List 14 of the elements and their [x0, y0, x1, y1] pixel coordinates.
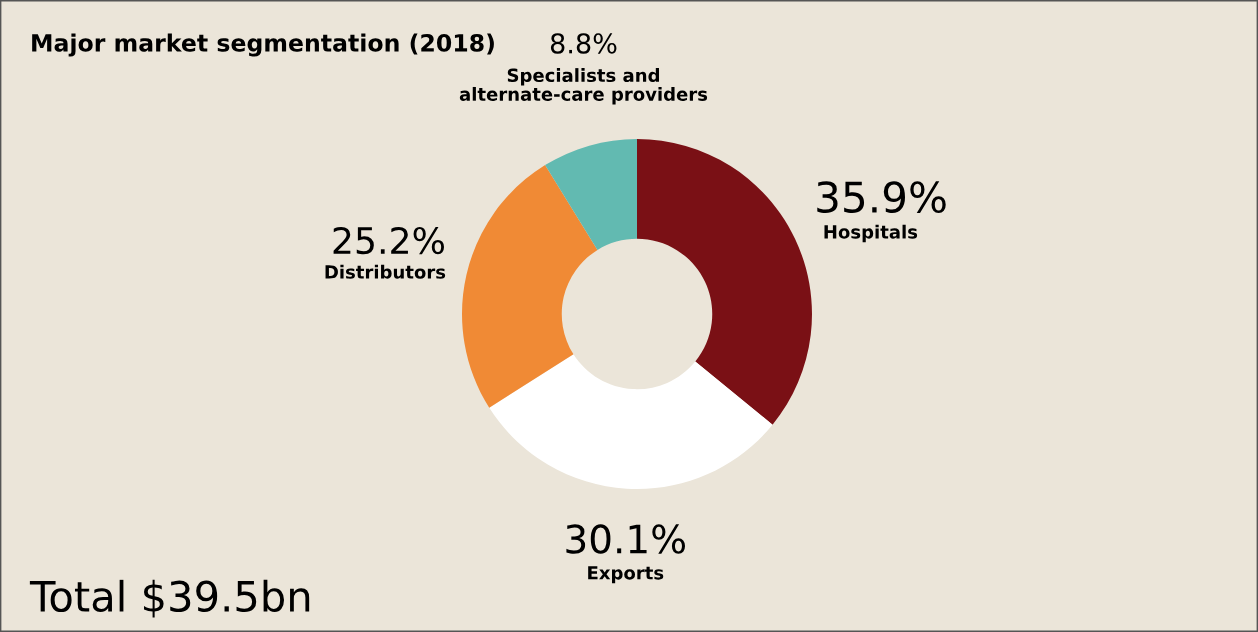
donut-slice: [637, 139, 812, 425]
slice-label: Specialists and alternate-care providers: [459, 68, 708, 105]
slice-label: Hospitals: [824, 224, 918, 243]
slice-label: Distributors: [325, 264, 446, 279]
slice-label: Exports: [588, 566, 664, 584]
donut-slice: [462, 165, 598, 408]
donut-slice: [489, 354, 773, 489]
data-label: 35.9%: [817, 181, 946, 214]
text: Total $39.5bn: [29, 579, 310, 618]
data-label: 25.2%: [333, 226, 444, 255]
data-label: 8.8%: [550, 33, 617, 54]
chart-title: Major market segmentation (2018): [32, 33, 494, 57]
donut-slice: [545, 139, 637, 250]
data-label: 30.1%: [566, 524, 686, 554]
